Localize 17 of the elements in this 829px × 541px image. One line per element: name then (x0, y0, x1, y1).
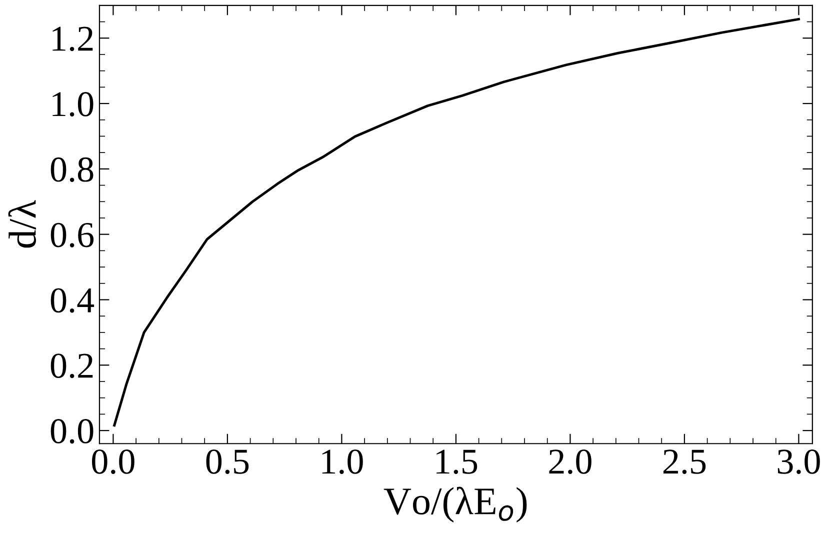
y-tick-label: 0.8 (50, 157, 94, 182)
y-tick-label: 0.4 (50, 288, 94, 313)
x-tick-label: 3.0 (778, 450, 820, 474)
y-tick-label: 1.2 (52, 26, 93, 52)
y-tick-label: 0.0 (50, 419, 94, 444)
line-series (113, 18, 800, 427)
y-tick-label: 0.2 (50, 354, 93, 378)
x-tick-label: 0.0 (92, 450, 134, 474)
x-tick-label: 0.5 (206, 450, 249, 474)
x-tick-label: 2.5 (663, 450, 706, 474)
x-tick-label: 1.5 (436, 450, 478, 474)
y-tick-label: 1.0 (52, 92, 94, 117)
y-axis-title: d/λ (8, 200, 36, 248)
x-tick-label: 1.0 (322, 450, 363, 474)
y-tick-label: 0.6 (50, 222, 94, 248)
x-tick-label: 2.0 (549, 450, 592, 474)
x-axis-title: Vo/(λE$_{o}$) (384, 486, 527, 522)
